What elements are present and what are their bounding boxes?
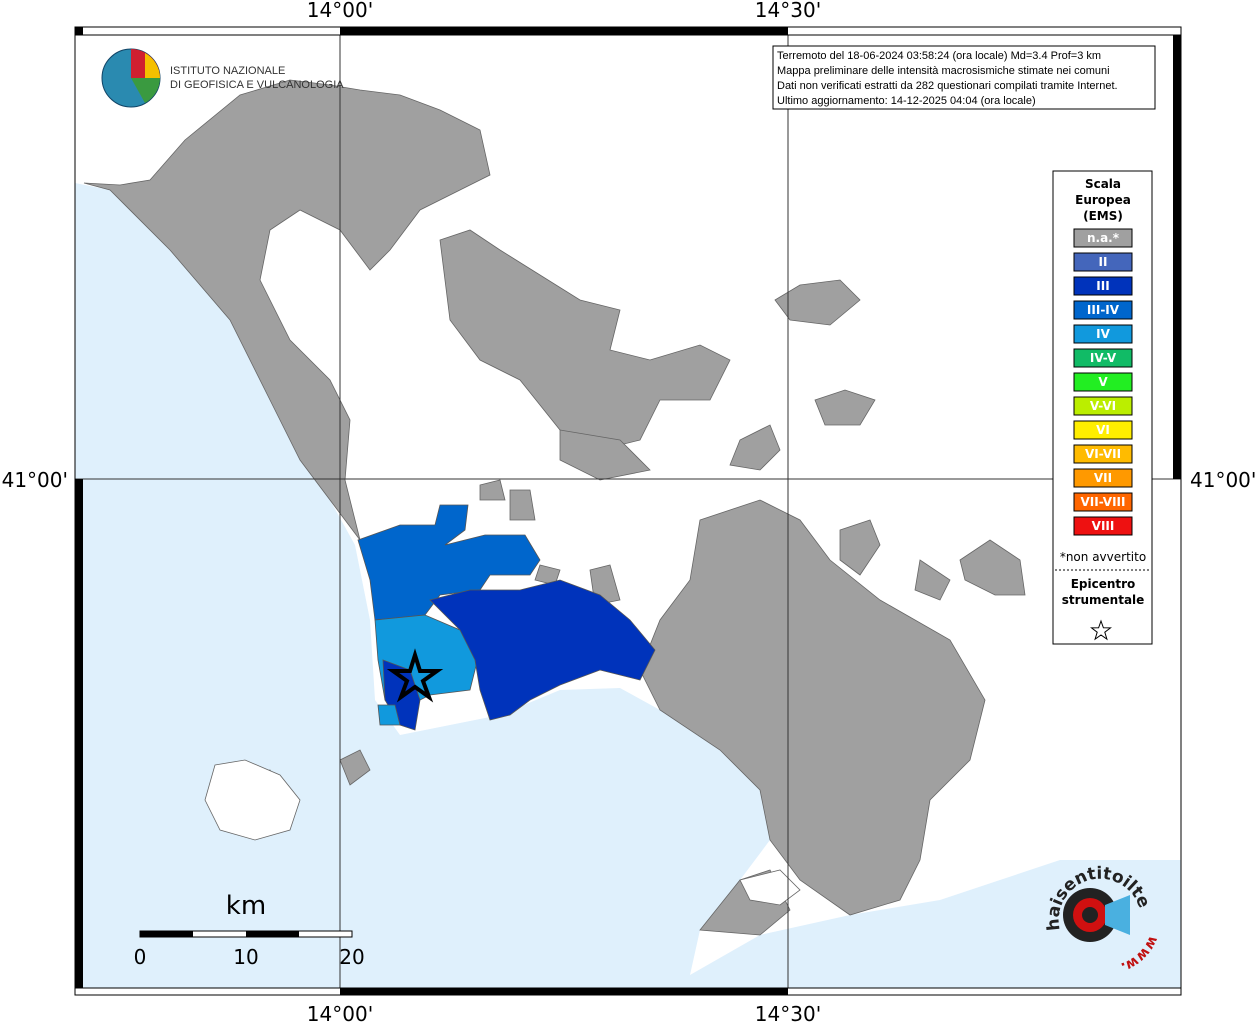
legend-star [1090, 619, 1112, 641]
legend-title: Scala [1085, 177, 1121, 191]
legend-swatch [1073, 228, 1133, 248]
legend-label: IV-V [1090, 351, 1117, 365]
lon-label: 14°00' [307, 0, 373, 22]
legend-swatch [1073, 420, 1133, 440]
map-body [75, 35, 1181, 988]
lon-label: 14°00' [307, 1002, 373, 1024]
epicenter-star [386, 648, 444, 703]
legend-swatch [1073, 252, 1133, 272]
legend-swatch [1073, 468, 1133, 488]
scale-unit: km [226, 891, 266, 921]
legend-label: VI [1096, 423, 1110, 437]
legend-swatch [1073, 348, 1133, 368]
legend-label: VII [1094, 471, 1112, 485]
legend-title: Europea [1075, 193, 1131, 207]
legend-swatch [1073, 372, 1133, 392]
scale-label: 10 [233, 945, 258, 969]
logo-text: DI GEOFISICA E VULCANOLOGIA [170, 79, 344, 91]
logo: ISTITUTO NAZIONALE DI GEOFISICA E VULCAN… [101, 48, 344, 108]
lat-label: 41°00' [1190, 468, 1255, 492]
info-box: Terremoto del 18-06-2024 03:58:24 (ora l… [772, 45, 1156, 110]
legend-swatch [1073, 396, 1133, 416]
legend-title: (EMS) [1083, 209, 1123, 223]
scale-label: 20 [339, 945, 364, 969]
legend-swatch [1073, 276, 1133, 296]
graticule [75, 35, 1181, 988]
legend-epicenter: strumentale [1062, 593, 1145, 607]
legend-epicenter: Epicentro [1071, 577, 1136, 591]
legend-label: VII-VIII [1080, 495, 1125, 509]
legend-label: VI-VII [1085, 447, 1121, 461]
legend-swatch [1073, 492, 1133, 512]
lat-label: 41°00' [2, 468, 68, 492]
scale-label: 0 [134, 945, 147, 969]
scale-bar: km 0 10 20 [134, 891, 365, 969]
legend-swatch [1073, 300, 1133, 320]
info-line: Dati non verificati estratti da 282 ques… [777, 80, 1118, 92]
frame [74, 26, 1182, 996]
legend-label: V-VI [1090, 399, 1116, 413]
legend-swatch [1073, 444, 1133, 464]
legend-note: *non avvertito [1060, 550, 1146, 564]
legend-label: III-IV [1087, 303, 1120, 317]
legend-swatch [1073, 516, 1133, 536]
legend-label: V [1098, 375, 1108, 389]
legend-label: VIII [1092, 519, 1115, 533]
legend-label: III [1096, 279, 1109, 293]
legend-label: n.a.* [1087, 231, 1120, 245]
info-line: Mappa preliminare delle intensità macros… [777, 65, 1110, 77]
info-line: Terremoto del 18-06-2024 03:58:24 (ora l… [777, 50, 1101, 62]
legend: ScalaEuropea(EMS)n.a.*IIIIIIII-IVIVIV-VV… [1052, 170, 1153, 645]
lon-label: 14°30' [755, 0, 821, 22]
info-line: Ultimo aggiornamento: 14-12-2025 04:04 (… [777, 95, 1036, 107]
legend-label: IV [1096, 327, 1110, 341]
municipalities [83, 79, 1026, 936]
lon-label: 14°30' [755, 1002, 821, 1024]
logo-text: ISTITUTO NAZIONALE [170, 65, 285, 77]
legend-label: II [1099, 255, 1108, 269]
legend-swatch [1073, 324, 1133, 344]
sea [75, 183, 1181, 988]
